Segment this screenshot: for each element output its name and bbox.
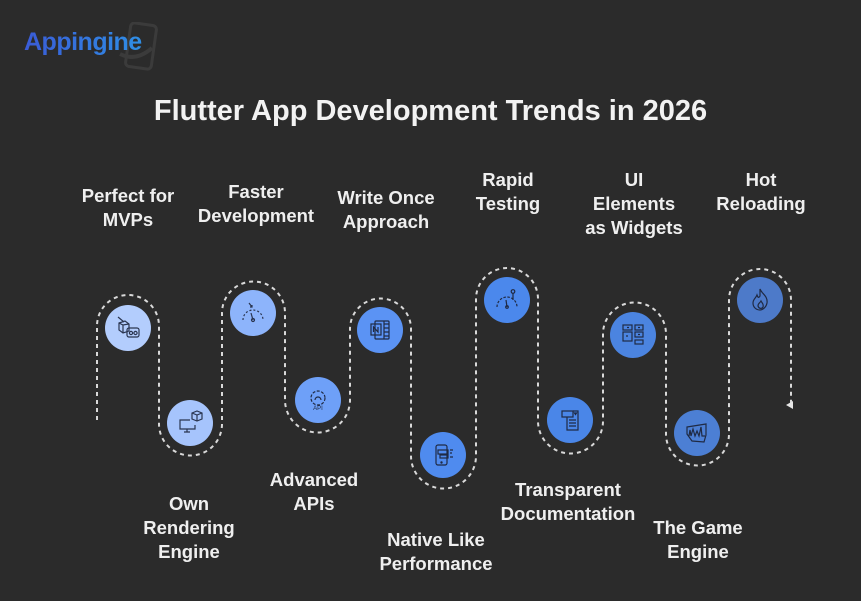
- api-gear-icon: API: [310, 390, 326, 412]
- trend-node-faster-development: [230, 290, 276, 336]
- trend-node-rapid-testing: [484, 277, 530, 323]
- flame-icon: [752, 288, 768, 311]
- trend-node-own-rendering-engine: [167, 400, 213, 446]
- notebook-icon: [370, 320, 390, 340]
- trend-label-write-once-approach: Write Once Approach: [337, 187, 435, 232]
- brand-name: Appingine: [24, 28, 142, 56]
- trend-label-perfect-for-mvps: Perfect for MVPs: [81, 185, 175, 230]
- document-icon: [561, 410, 579, 431]
- trend-label-ui-elements-as-widgets: UI Elements as Widgets: [585, 169, 683, 238]
- game-fist-icon: [686, 423, 707, 443]
- trend-node-hot-reloading: [737, 277, 783, 323]
- trend-label-rapid-testing: Rapid Testing: [475, 169, 541, 214]
- trend-node-advanced-apis: API: [295, 377, 341, 423]
- monitor-cube-icon: [179, 410, 203, 433]
- speedometer-icon: [242, 302, 264, 323]
- page-title: Flutter App Development Trends in 2026: [153, 95, 708, 127]
- trend-node-transparent-documentation: [547, 397, 593, 443]
- trend-label-hot-reloading: Hot Reloading: [716, 169, 806, 214]
- brand-logo: Appingine: [24, 22, 164, 72]
- trend-node-write-once-approach: [357, 307, 403, 353]
- trend-label-own-rendering-engine: Own Rendering Engine: [143, 493, 235, 562]
- trend-label-native-like-performance: Native Like Performance: [379, 529, 493, 574]
- trend-node-the-game-engine: [674, 410, 720, 456]
- svg-text:API: API: [313, 406, 323, 412]
- trend-node-native-like-performance: [420, 432, 466, 478]
- trend-label-the-game-engine: The Game Engine: [653, 517, 743, 562]
- mobile-app-icon: [435, 444, 453, 466]
- gauge-test-icon: [496, 289, 518, 309]
- trend-node-perfect-for-mvps: [105, 305, 151, 351]
- trend-label-advanced-apis: Advanced APIs: [269, 469, 359, 514]
- trend-node-ui-elements-as-widgets: [610, 312, 656, 358]
- phone-icon: [119, 22, 158, 71]
- box-vr-headset-icon: [117, 316, 140, 338]
- widgets-grid-icon: [622, 324, 644, 345]
- trend-label-transparent-documentation: Transparent Documentation: [500, 479, 636, 524]
- trend-label-faster-development: Faster Development: [197, 181, 315, 226]
